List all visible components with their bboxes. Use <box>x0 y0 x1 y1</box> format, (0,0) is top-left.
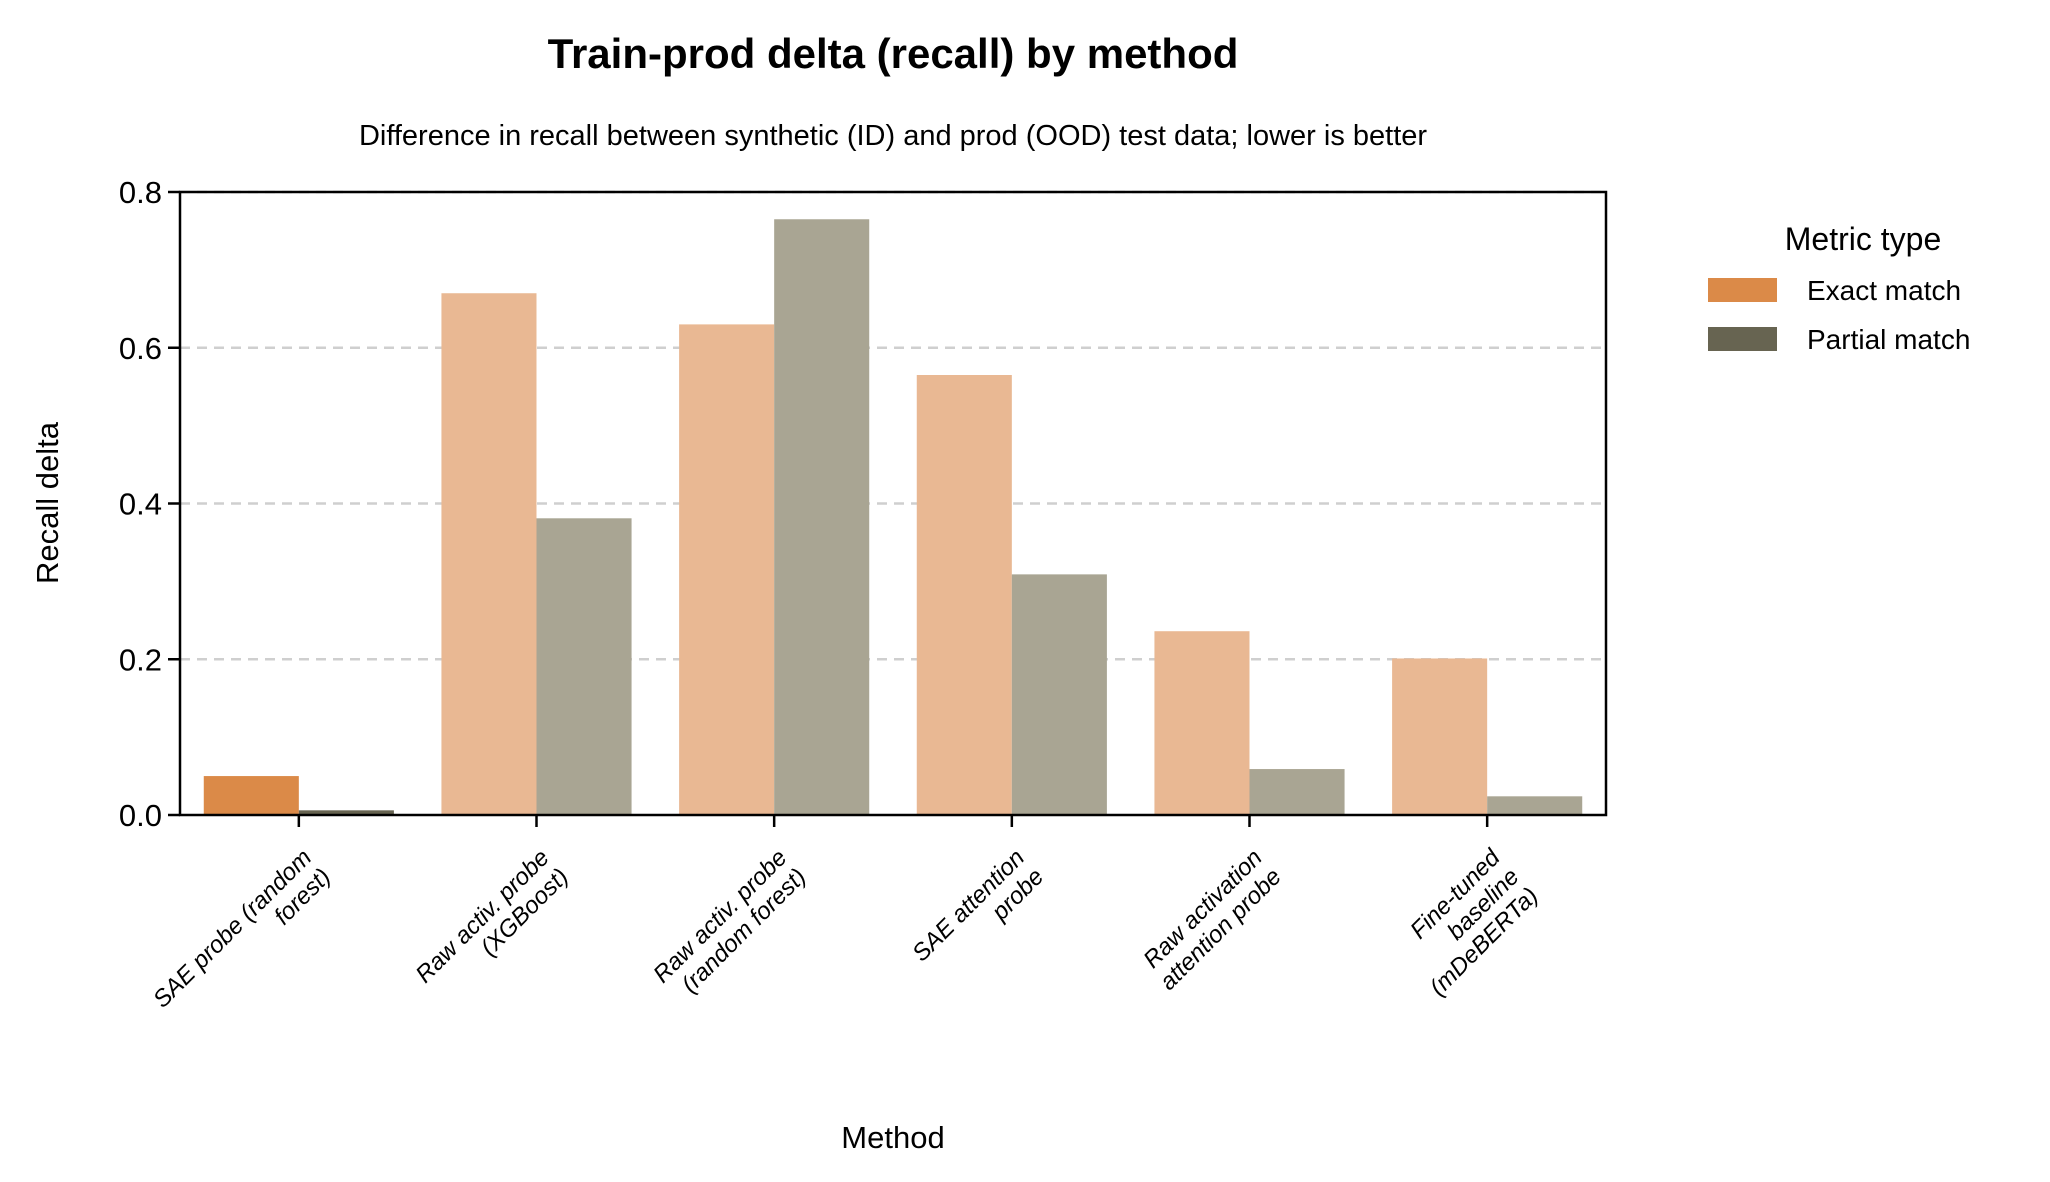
legend-title: Metric type <box>1785 221 1941 257</box>
x-tick-label-line: SAE probe (random <box>148 844 317 1013</box>
legend-label-exact-match: Exact match <box>1807 275 1961 306</box>
legend-label-partial-match: Partial match <box>1807 324 1970 355</box>
bar-partial-match <box>1487 796 1583 815</box>
bar-partial-match <box>536 518 632 815</box>
bar-exact-match <box>916 375 1012 815</box>
bar-exact-match <box>1392 658 1488 815</box>
bars <box>203 219 1583 816</box>
y-axis: 0.0 0.2 0.4 0.6 0.8 <box>119 175 180 833</box>
bar-partial-match <box>1249 769 1345 815</box>
bar-exact-match <box>679 324 775 815</box>
bar-exact-match <box>441 293 537 815</box>
legend-swatch-exact-match <box>1708 278 1777 302</box>
y-tick-label: 0.0 <box>119 798 162 833</box>
y-tick-label: 0.4 <box>119 487 162 522</box>
x-axis-label: Method <box>841 1120 944 1155</box>
bar-partial-match <box>774 219 870 816</box>
legend: Metric type Exact match Partial match <box>1708 221 1970 355</box>
bar-exact-match <box>1154 631 1250 815</box>
gridlines <box>180 190 1606 661</box>
x-tick-label: Raw activ. probe(XGBoost) <box>411 844 574 988</box>
legend-swatch-partial-match <box>1708 327 1777 351</box>
y-axis-label: Recall delta <box>30 421 65 584</box>
bar-partial-match <box>1011 574 1107 815</box>
chart-title: Train-prod delta (recall) by method <box>548 30 1239 77</box>
y-tick-label: 0.2 <box>119 642 162 677</box>
y-tick-label: 0.6 <box>119 331 162 366</box>
x-tick-label: Raw activ. probe(random forest) <box>648 844 811 998</box>
bar-partial-match <box>298 810 394 815</box>
chart-subtitle: Difference in recall between synthetic (… <box>359 120 1427 152</box>
y-tick-label: 0.8 <box>119 175 162 210</box>
bar-exact-match <box>203 776 299 815</box>
